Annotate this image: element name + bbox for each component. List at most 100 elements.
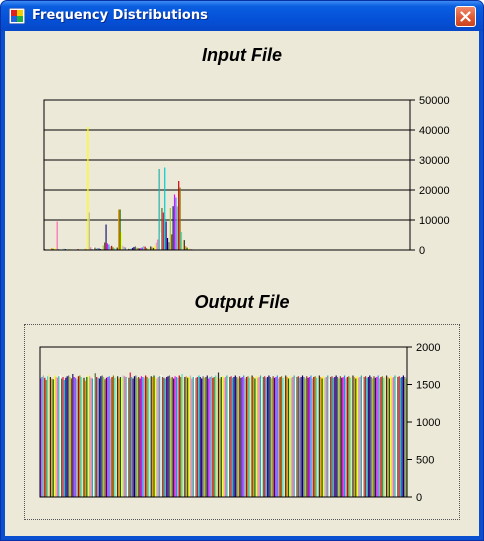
input-bar — [118, 209, 120, 250]
output-bar — [213, 377, 215, 497]
output-bar — [266, 377, 269, 497]
output-bar — [297, 376, 299, 497]
output-bar — [377, 375, 379, 497]
output-bar — [174, 376, 176, 497]
input-bar — [104, 242, 106, 250]
output-bar — [404, 377, 406, 497]
charts-canvas: 50000 40000 30000 20000 10000 0 2000 1500 1000 5… — [39, 95, 450, 504]
input-y-tick-label: 50000 — [419, 95, 450, 107]
output-bar — [114, 377, 116, 497]
input-bar — [108, 244, 110, 250]
output-bar — [366, 377, 368, 497]
output-bar — [229, 377, 231, 497]
output-bar — [157, 377, 159, 497]
output-bar — [47, 376, 49, 497]
output-bar — [348, 376, 350, 497]
output-bar — [387, 377, 389, 497]
output-bar — [397, 377, 399, 497]
output-bar — [271, 378, 273, 497]
input-bar — [63, 248, 65, 250]
output-bar — [136, 377, 138, 497]
output-bar — [400, 377, 402, 497]
output-bar — [306, 376, 308, 497]
input-bar — [185, 246, 187, 250]
output-bar — [336, 377, 339, 497]
output-bar — [304, 378, 306, 497]
output-bar — [125, 377, 127, 497]
output-bar — [349, 377, 351, 497]
output-bar — [264, 376, 266, 497]
output-bar — [164, 378, 166, 497]
output-bar — [230, 376, 232, 497]
output-bar — [376, 377, 378, 497]
output-chart-title: Output File — [194, 292, 290, 312]
output-bar — [168, 375, 171, 497]
output-bar — [160, 374, 162, 497]
close-button[interactable] — [455, 6, 476, 27]
output-y-tick-label: 1500 — [416, 380, 440, 392]
output-bar — [380, 377, 382, 497]
output-bar — [140, 376, 143, 497]
input-bar — [168, 242, 170, 250]
output-bar — [196, 377, 199, 497]
input-bar — [138, 248, 141, 250]
output-bar — [234, 375, 236, 497]
input-chart-title: Input File — [202, 45, 282, 65]
input-bar — [115, 246, 117, 250]
output-bar — [100, 376, 102, 497]
output-bar — [269, 377, 271, 497]
output-bar — [279, 377, 281, 497]
output-bar — [98, 378, 101, 497]
output-bar — [70, 378, 73, 497]
output-bar — [374, 377, 376, 497]
output-bar — [259, 375, 262, 497]
output-bar — [209, 377, 211, 497]
output-bar — [149, 377, 151, 497]
output-bar — [90, 377, 92, 497]
output-bar — [86, 377, 88, 497]
input-bar — [154, 245, 156, 250]
output-bar — [82, 378, 84, 497]
output-bar — [194, 376, 196, 497]
input-bar — [189, 248, 191, 250]
output-bar — [154, 377, 157, 497]
input-bar — [186, 247, 188, 250]
output-bar — [322, 376, 325, 497]
output-bar — [195, 377, 197, 497]
output-bar — [391, 377, 393, 497]
input-bar — [137, 248, 139, 250]
output-bar — [321, 378, 323, 497]
output-bar — [224, 377, 227, 497]
input-bar — [136, 247, 138, 250]
output-bar — [153, 375, 155, 497]
output-bar — [357, 377, 360, 497]
input-bar — [134, 246, 136, 250]
output-bar — [353, 377, 355, 497]
output-bar — [191, 378, 193, 497]
output-bar — [93, 377, 95, 497]
input-bar — [179, 187, 181, 250]
title-bar[interactable]: Frequency Distributions — [1, 1, 483, 31]
output-bar — [285, 375, 287, 497]
output-bar — [244, 378, 246, 497]
output-bar — [373, 376, 375, 497]
output-bar — [56, 377, 58, 497]
output-bar — [313, 377, 315, 497]
output-bar — [299, 377, 301, 497]
output-bar — [290, 377, 292, 497]
output-bar — [219, 378, 221, 497]
input-bar — [169, 208, 171, 250]
output-bar — [118, 378, 120, 497]
output-bar — [208, 378, 210, 497]
input-bar — [178, 181, 180, 250]
output-bar — [381, 376, 383, 497]
output-bar — [301, 375, 304, 497]
output-bar — [206, 375, 208, 497]
output-bar — [241, 377, 243, 497]
output-bar — [317, 377, 319, 497]
input-bar — [144, 246, 146, 250]
output-bar — [345, 378, 347, 497]
output-bar — [189, 375, 192, 497]
output-bar — [328, 378, 330, 497]
input-bar — [141, 247, 143, 250]
